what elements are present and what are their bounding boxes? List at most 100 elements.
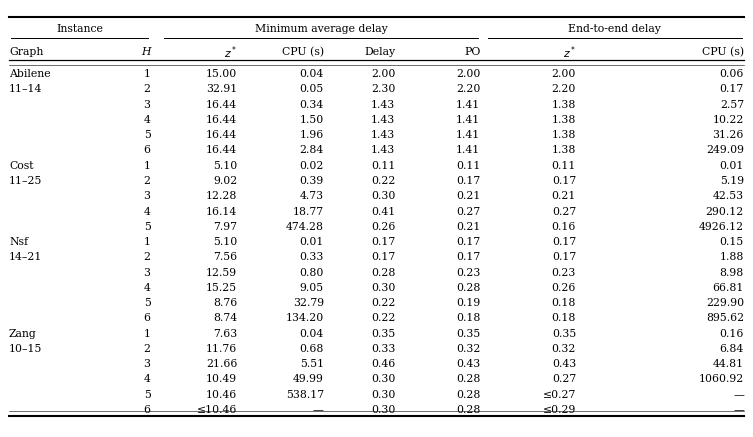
Text: 5: 5 — [144, 390, 151, 400]
Text: 10.49: 10.49 — [206, 375, 237, 385]
Text: 0.11: 0.11 — [456, 161, 480, 171]
Text: 3: 3 — [144, 267, 151, 277]
Text: 538.17: 538.17 — [285, 390, 324, 400]
Text: 1.38: 1.38 — [552, 115, 576, 125]
Text: 1.50: 1.50 — [300, 115, 324, 125]
Text: 5.10: 5.10 — [213, 161, 237, 171]
Text: 1.38: 1.38 — [552, 130, 576, 140]
Text: 0.28: 0.28 — [456, 405, 480, 415]
Text: 1.41: 1.41 — [456, 130, 480, 140]
Text: 0.41: 0.41 — [371, 207, 395, 217]
Text: 6: 6 — [144, 313, 151, 323]
Text: 9.02: 9.02 — [213, 176, 237, 186]
Text: 0.21: 0.21 — [456, 222, 480, 232]
Text: —: — — [313, 405, 324, 415]
Text: 15.00: 15.00 — [206, 69, 237, 79]
Text: 6.84: 6.84 — [720, 344, 744, 354]
Text: 0.35: 0.35 — [371, 329, 395, 339]
Text: 0.68: 0.68 — [300, 344, 324, 354]
Text: 5.19: 5.19 — [720, 176, 744, 186]
Text: 8.74: 8.74 — [213, 313, 237, 323]
Text: 11–14: 11–14 — [9, 84, 42, 94]
Text: CPU (s): CPU (s) — [702, 47, 744, 58]
Text: 2.30: 2.30 — [371, 84, 395, 94]
Text: 0.17: 0.17 — [371, 252, 395, 262]
Text: 1.41: 1.41 — [456, 146, 480, 156]
Text: 4.73: 4.73 — [300, 191, 324, 201]
Text: H: H — [141, 48, 151, 57]
Text: 32.91: 32.91 — [206, 84, 237, 94]
Text: 1: 1 — [144, 161, 151, 171]
Text: 3: 3 — [144, 100, 151, 110]
Text: 5.51: 5.51 — [300, 359, 324, 369]
Text: 0.04: 0.04 — [300, 329, 324, 339]
Text: Instance: Instance — [56, 24, 103, 34]
Text: Cost: Cost — [9, 161, 34, 171]
Text: 0.06: 0.06 — [720, 69, 744, 79]
Text: 2.00: 2.00 — [456, 69, 480, 79]
Text: 16.14: 16.14 — [206, 207, 237, 217]
Text: 0.43: 0.43 — [552, 359, 576, 369]
Text: 0.32: 0.32 — [552, 344, 576, 354]
Text: 0.16: 0.16 — [720, 329, 744, 339]
Text: 11.76: 11.76 — [206, 344, 237, 354]
Text: 4: 4 — [144, 115, 151, 125]
Text: 7.56: 7.56 — [213, 252, 237, 262]
Text: 31.26: 31.26 — [712, 130, 744, 140]
Text: 290.12: 290.12 — [706, 207, 744, 217]
Text: 5: 5 — [144, 298, 151, 308]
Text: 18.77: 18.77 — [293, 207, 324, 217]
Text: —: — — [733, 405, 744, 415]
Text: 0.17: 0.17 — [552, 237, 576, 247]
Text: 49.99: 49.99 — [293, 375, 324, 385]
Text: 4: 4 — [144, 283, 151, 293]
Text: 0.22: 0.22 — [371, 298, 395, 308]
Text: 0.21: 0.21 — [552, 191, 576, 201]
Text: 0.18: 0.18 — [456, 313, 480, 323]
Text: 0.11: 0.11 — [371, 161, 395, 171]
Text: 0.22: 0.22 — [371, 313, 395, 323]
Text: 1.41: 1.41 — [456, 115, 480, 125]
Text: 0.21: 0.21 — [456, 191, 480, 201]
Text: ≤10.46: ≤10.46 — [197, 405, 237, 415]
Text: 0.30: 0.30 — [371, 390, 395, 400]
Text: 0.26: 0.26 — [371, 222, 395, 232]
Text: 0.46: 0.46 — [371, 359, 395, 369]
Text: 2: 2 — [144, 84, 151, 94]
Text: 0.30: 0.30 — [371, 191, 395, 201]
Text: 1060.92: 1060.92 — [699, 375, 744, 385]
Text: 6: 6 — [144, 146, 151, 156]
Text: 16.44: 16.44 — [206, 115, 237, 125]
Text: Zang: Zang — [9, 329, 37, 339]
Text: 0.27: 0.27 — [552, 375, 576, 385]
Text: 12.59: 12.59 — [206, 267, 237, 277]
Text: 0.43: 0.43 — [456, 359, 480, 369]
Text: 3: 3 — [144, 191, 151, 201]
Text: 5.10: 5.10 — [213, 237, 237, 247]
Text: End-to-end delay: End-to-end delay — [569, 24, 661, 34]
Text: 2.20: 2.20 — [456, 84, 480, 94]
Text: Graph: Graph — [9, 48, 44, 57]
Text: 4926.12: 4926.12 — [699, 222, 744, 232]
Text: 0.35: 0.35 — [552, 329, 576, 339]
Text: 15.25: 15.25 — [206, 283, 237, 293]
Text: 2.00: 2.00 — [371, 69, 395, 79]
Text: 5: 5 — [144, 222, 151, 232]
Text: Nsf: Nsf — [9, 237, 28, 247]
Text: 32.79: 32.79 — [293, 298, 324, 308]
Text: 0.23: 0.23 — [456, 267, 480, 277]
Text: 0.26: 0.26 — [552, 283, 576, 293]
Text: 0.15: 0.15 — [720, 237, 744, 247]
Text: 1.41: 1.41 — [456, 100, 480, 110]
Text: 0.18: 0.18 — [552, 298, 576, 308]
Text: 1.43: 1.43 — [371, 115, 395, 125]
Text: ≤0.27: ≤0.27 — [543, 390, 576, 400]
Text: 895.62: 895.62 — [706, 313, 744, 323]
Text: 0.01: 0.01 — [300, 237, 324, 247]
Text: 0.17: 0.17 — [720, 84, 744, 94]
Text: 0.05: 0.05 — [300, 84, 324, 94]
Text: 0.19: 0.19 — [456, 298, 480, 308]
Text: 2: 2 — [144, 252, 151, 262]
Text: 16.44: 16.44 — [206, 100, 237, 110]
Text: —: — — [733, 390, 744, 400]
